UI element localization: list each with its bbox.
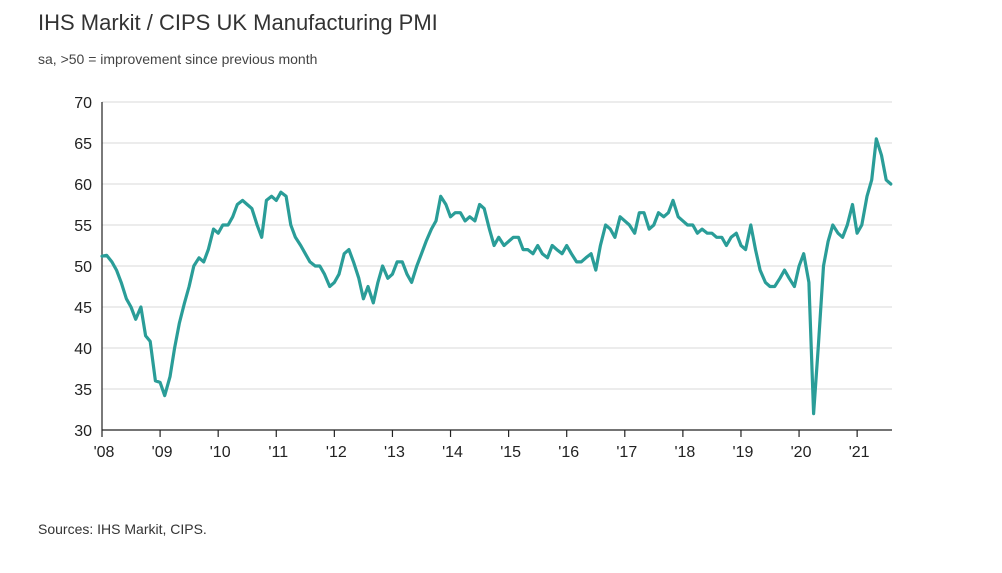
y-tick-label: 70 [74,95,92,112]
gridlines [102,101,892,390]
x-tick-label: '18 [674,444,695,461]
source-note: Sources: IHS Markit, CIPS. [38,521,207,537]
series-layer [100,137,893,416]
y-tick-label: 40 [74,341,92,358]
x-tick-label: '08 [94,444,115,461]
chart-title: IHS Markit / CIPS UK Manufacturing PMI [38,10,438,35]
y-tick-label: 55 [74,218,92,235]
x-tick-label: '12 [326,444,347,461]
x-tick-label: '09 [152,444,173,461]
x-tick-label: '14 [442,444,463,461]
x-tick-label: '16 [558,444,579,461]
x-tick-label: '15 [500,444,521,461]
y-tick-label: 45 [74,300,92,317]
axes [101,102,892,437]
y-tick-label: 60 [74,177,92,194]
tick-labels: 30 35 40 45 50 55 60 65 70 '08 '09 '10 '11 '12 '13 '14 '… [74,95,869,461]
y-tick-label: 30 [74,423,92,440]
x-tick-label: '17 [616,444,637,461]
x-tick-label: '11 [268,444,288,461]
x-tick-label: '20 [791,444,812,461]
x-tick-label: '19 [733,444,754,461]
pmi-series-line [100,137,893,416]
x-tick-label: '21 [849,444,870,461]
x-tick-label: '10 [210,444,231,461]
y-tick-label: 65 [74,136,92,153]
y-tick-label: 50 [74,259,92,276]
chart-subtitle: sa, >50 = improvement since previous mon… [38,51,318,67]
y-tick-label: 35 [74,382,92,399]
x-tick-label: '13 [384,444,405,461]
